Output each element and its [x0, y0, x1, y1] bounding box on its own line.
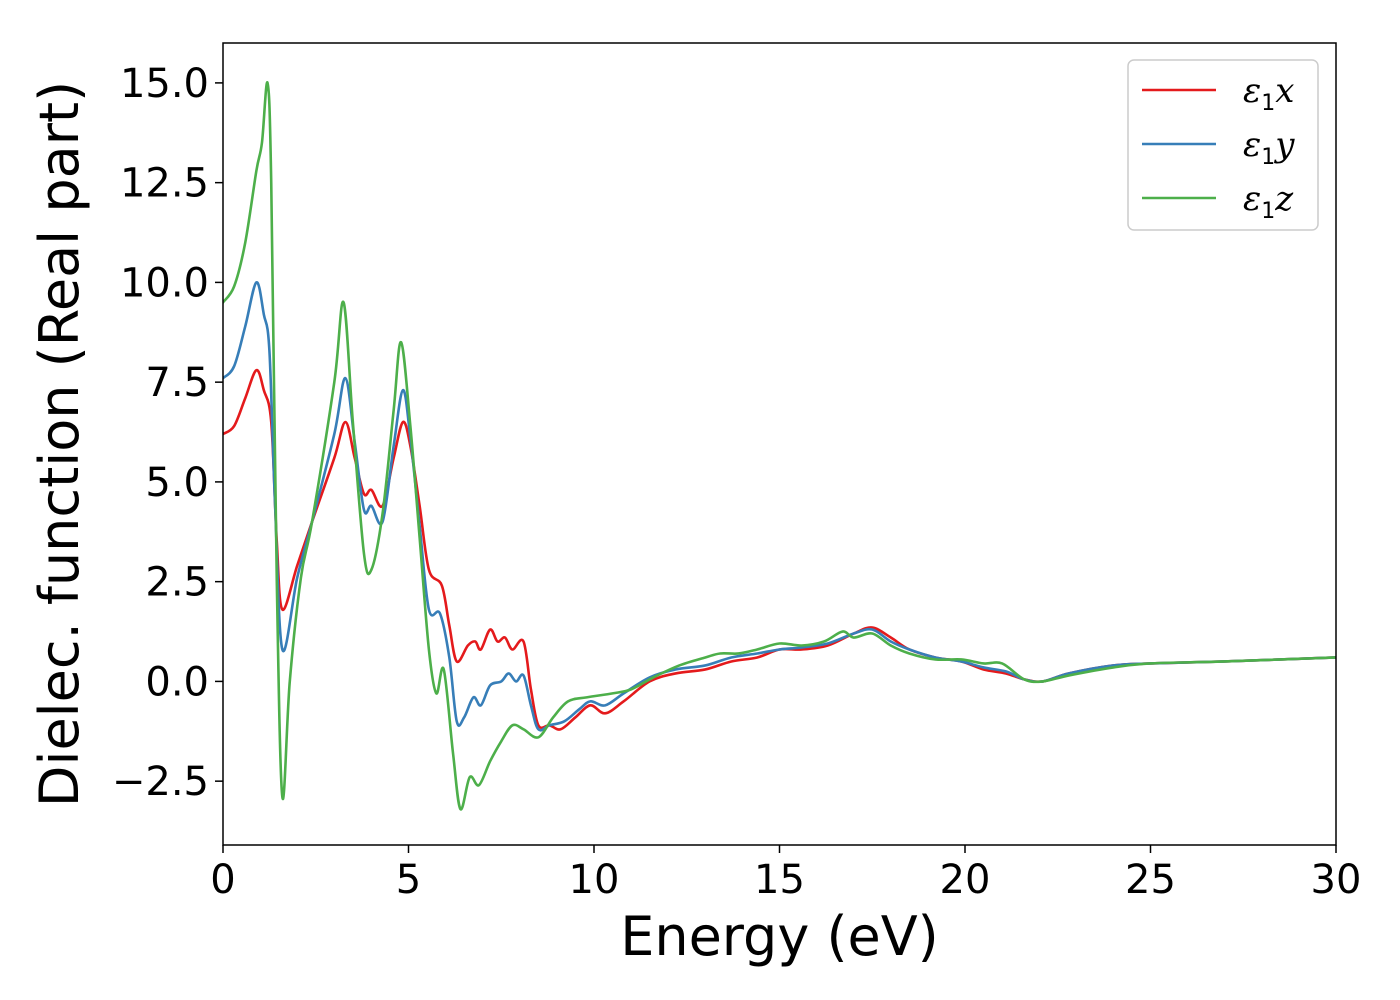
y-tick-label: 0.0 — [145, 659, 209, 705]
y-axis-title: Dielec. function (Real part) — [28, 81, 91, 807]
legend-label-z: ε1z — [1243, 179, 1294, 224]
x-tick-label: 15 — [754, 857, 805, 903]
y-tick-label: 2.5 — [145, 560, 209, 606]
legend: ε1x ε1y ε1z — [1127, 59, 1319, 231]
legend-box — [1127, 59, 1319, 231]
series-line-z — [223, 81, 1336, 811]
series-line-y — [223, 281, 1336, 732]
y-tick-label: 10.0 — [120, 260, 209, 306]
y-axis-ticks: −2.5 0.0 2.5 5.0 7.5 10.0 12.5 15.0 — [112, 61, 223, 805]
y-tick-label: 5.0 — [145, 460, 209, 506]
x-tick-label: 0 — [210, 857, 235, 903]
x-tick-label: 5 — [396, 857, 421, 903]
series-line-x — [223, 368, 1336, 731]
series-layer — [223, 81, 1336, 811]
legend-label-y: ε1y — [1243, 125, 1295, 170]
x-tick-label: 20 — [940, 857, 991, 903]
y-tick-label: −2.5 — [112, 759, 209, 805]
x-axis-title: Energy (eV) — [620, 905, 939, 968]
x-tick-label: 10 — [569, 857, 620, 903]
x-axis-ticks: 0 5 10 15 20 25 30 — [210, 845, 1361, 903]
y-tick-label: 7.5 — [145, 360, 209, 406]
y-tick-label: 12.5 — [120, 161, 209, 207]
x-tick-label: 25 — [1125, 857, 1176, 903]
y-tick-label: 15.0 — [120, 61, 209, 107]
x-tick-label: 30 — [1311, 857, 1362, 903]
legend-label-x: ε1x — [1243, 71, 1294, 116]
